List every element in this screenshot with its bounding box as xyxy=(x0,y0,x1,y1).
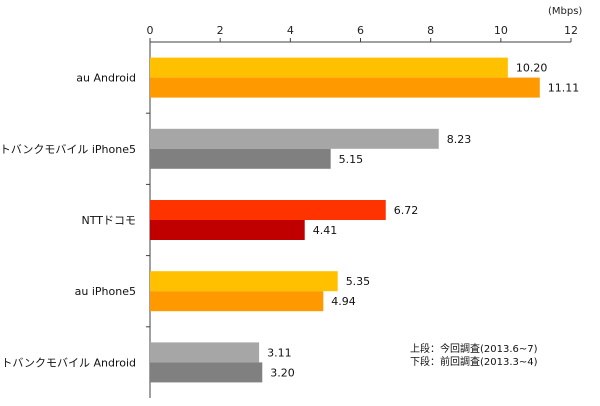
bar-previous xyxy=(150,148,331,169)
bar-value-label: 8.23 xyxy=(447,133,472,146)
x-tick-label: 2 xyxy=(217,24,224,37)
bar-value-label: 3.20 xyxy=(270,366,295,379)
bar-previous xyxy=(150,291,324,312)
category-label: au Android xyxy=(76,72,136,85)
bar-current xyxy=(150,57,508,78)
bar-previous xyxy=(150,220,305,240)
x-tick-label: 10 xyxy=(494,24,508,37)
bar-value-label: 4.94 xyxy=(331,295,356,308)
bar-value-label: 3.11 xyxy=(267,346,292,359)
category-label: NTTドコモ xyxy=(82,214,136,227)
bar-current xyxy=(150,200,386,220)
x-axis-ticks: 0 2 4 6 8 10 12 xyxy=(147,24,578,42)
x-tick-label: 8 xyxy=(427,24,434,37)
x-tick-label: 12 xyxy=(564,24,578,37)
legend-line-upper: 上段：今回調査(2013.6~7) xyxy=(410,342,538,355)
bar-previous xyxy=(150,362,263,383)
legend-line-lower: 下段：前回調査(2013.3~4) xyxy=(410,355,538,368)
bar-current xyxy=(150,128,439,149)
bar-value-label: 10.20 xyxy=(516,62,548,75)
x-tick-label: 0 xyxy=(147,24,154,37)
legend: 上段：今回調査(2013.6~7) 下段：前回調査(2013.3~4) xyxy=(410,342,538,368)
bar-value-label: 6.72 xyxy=(394,204,419,217)
bar-current xyxy=(150,271,338,292)
category-label: ソフトバンクモバイル iPhone5 xyxy=(0,143,136,156)
x-tick-label: 4 xyxy=(287,24,294,37)
bar-previous xyxy=(150,77,540,98)
category-label: au iPhone5 xyxy=(75,285,136,298)
unit-label: (Mbps) xyxy=(548,6,582,17)
x-tick-label: 6 xyxy=(357,24,364,37)
bars xyxy=(150,57,540,383)
bar-value-label: 5.35 xyxy=(346,275,371,288)
bar-value-label: 5.15 xyxy=(339,153,364,166)
category-label: ソフトバンクモバイル Android xyxy=(0,356,136,369)
bar-value-label: 11.11 xyxy=(548,82,580,95)
bar-current xyxy=(150,342,260,363)
category-labels: au Android ソフトバンクモバイル iPhone5 NTTドコモ au iPh… xyxy=(0,72,150,369)
bar-value-label: 4.41 xyxy=(313,224,338,237)
